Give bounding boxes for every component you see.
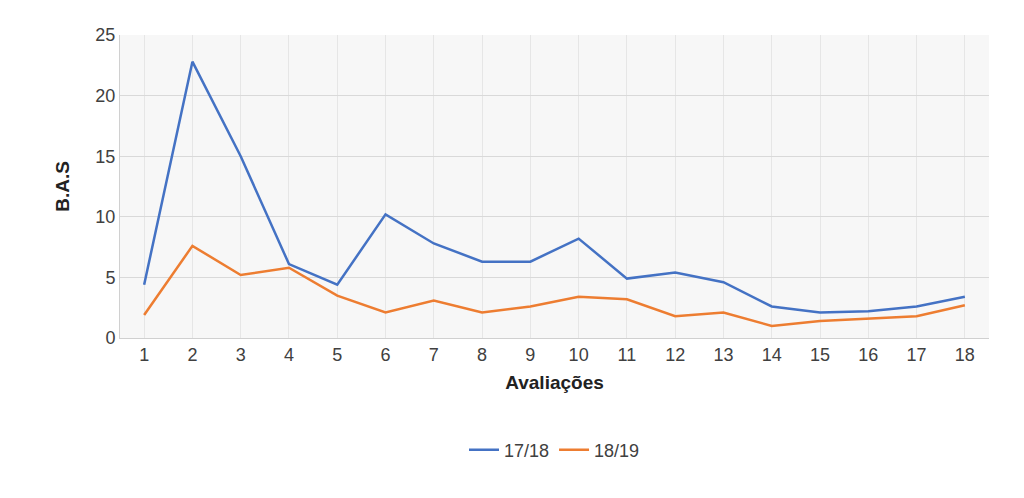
svg-text:1: 1 [139,345,149,365]
svg-text:15: 15 [810,345,830,365]
svg-text:17: 17 [907,345,927,365]
svg-text:18: 18 [955,345,975,365]
svg-text:7: 7 [429,345,439,365]
svg-text:18/19: 18/19 [594,441,639,461]
svg-text:B.A.S: B.A.S [52,161,73,212]
svg-text:16: 16 [858,345,878,365]
svg-text:0: 0 [105,328,115,348]
svg-text:4: 4 [284,345,294,365]
svg-text:Avaliações: Avaliações [505,372,604,393]
svg-text:13: 13 [713,345,733,365]
svg-text:11: 11 [618,345,637,365]
svg-text:20: 20 [95,86,115,106]
svg-text:6: 6 [381,345,391,365]
svg-text:3: 3 [236,345,246,365]
svg-text:14: 14 [762,345,782,365]
svg-text:2: 2 [187,345,197,365]
svg-text:5: 5 [105,268,115,288]
svg-text:10: 10 [95,207,115,227]
svg-text:9: 9 [525,345,535,365]
svg-text:25: 25 [95,25,115,45]
svg-text:5: 5 [332,345,342,365]
svg-text:12: 12 [665,345,685,365]
svg-text:17/18: 17/18 [504,441,549,461]
svg-text:8: 8 [477,345,487,365]
svg-text:15: 15 [95,147,115,167]
svg-text:10: 10 [569,345,589,365]
